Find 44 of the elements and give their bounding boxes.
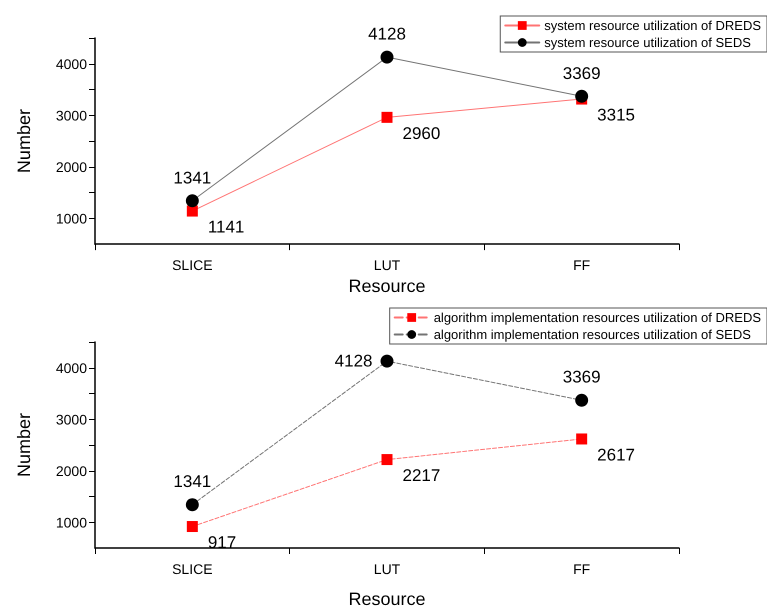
- data-label: 1341: [173, 472, 212, 492]
- legend-label: system resource utilization of SEDS: [544, 35, 752, 50]
- y-tick-label: 3000: [56, 107, 88, 124]
- data-label: 2617: [597, 445, 635, 464]
- data-label: 3369: [562, 64, 601, 83]
- data-label: 2960: [402, 124, 440, 143]
- y-tick-label: 4000: [56, 360, 88, 376]
- point: [382, 112, 392, 123]
- x-tick-label: FF: [573, 561, 590, 577]
- y-axis-title: Number: [14, 412, 34, 478]
- point: [576, 433, 588, 444]
- x-tick-label: LUT: [374, 257, 401, 274]
- data-label: 3369: [562, 368, 601, 387]
- data-label: 1141: [208, 218, 244, 237]
- x-tick-label: LUT: [374, 561, 401, 577]
- x-tick-label: FF: [573, 257, 590, 274]
- data-label: 2217: [402, 466, 440, 486]
- point: [380, 50, 394, 64]
- point: [186, 521, 198, 532]
- x-tick-label: SLICE: [172, 257, 213, 274]
- y-tick-label: 2000: [56, 158, 88, 175]
- x-axis-title: Resource: [348, 276, 426, 296]
- x-tick-label: SLICE: [172, 561, 213, 577]
- y-tick-label: 1000: [56, 514, 88, 530]
- point: [382, 454, 392, 466]
- point: [186, 194, 199, 208]
- legend-label: algorithm implementation resources utilization of DREDS: [434, 310, 762, 325]
- y-tick-label: 1000: [56, 210, 88, 226]
- point: [575, 394, 588, 407]
- legend-label: system resource utilization of DREDS: [544, 18, 762, 33]
- point: [186, 498, 199, 512]
- point: [380, 354, 394, 368]
- y-tick-label: 4000: [56, 56, 88, 72]
- point: [575, 90, 588, 103]
- data-label: 3315: [597, 106, 635, 125]
- point: [186, 206, 198, 217]
- y-axis-title: Number: [14, 109, 34, 174]
- legend-label: algorithm implementation resources utilization of SEDS: [434, 327, 752, 342]
- data-label: 4128: [368, 24, 406, 44]
- y-tick-label: 3000: [56, 411, 88, 428]
- x-axis-title: Resource: [348, 589, 426, 609]
- y-tick-label: 2000: [56, 462, 88, 479]
- data-label: 1341: [173, 168, 212, 188]
- data-label: 4128: [334, 352, 372, 371]
